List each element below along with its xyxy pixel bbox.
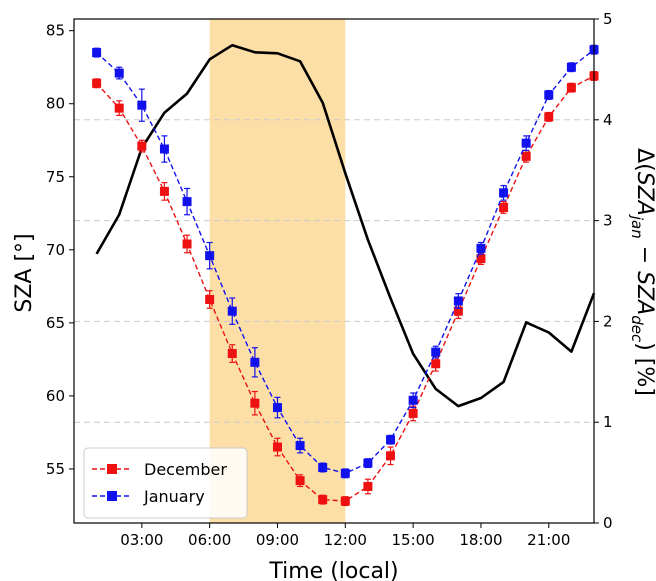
point-1-5	[205, 251, 215, 261]
grid-layer	[74, 119, 594, 423]
point-0-0	[92, 78, 102, 88]
legend: December January	[83, 447, 248, 519]
y-left-tick-label-5: 80	[46, 95, 65, 113]
point-1-16	[453, 296, 463, 306]
x-tick-label-5: 18:00	[459, 531, 502, 549]
point-1-1	[114, 68, 124, 78]
point-0-5	[205, 294, 215, 304]
x-tick-label-0: 03:00	[120, 531, 163, 549]
point-1-2	[137, 100, 147, 110]
y-left-tick-label-3: 70	[46, 241, 65, 259]
point-1-8	[272, 403, 282, 413]
point-0-14	[408, 408, 418, 418]
x-tick-label-1: 06:00	[188, 531, 231, 549]
point-0-6	[227, 349, 237, 359]
x-tick-label-6: 21:00	[527, 531, 570, 549]
point-0-19	[521, 151, 531, 161]
point-0-10	[318, 495, 328, 505]
point-1-21	[566, 62, 576, 72]
legend-box	[83, 447, 248, 519]
x-tick-label-2: 09:00	[256, 531, 299, 549]
point-0-11	[340, 496, 350, 506]
point-1-11	[340, 468, 350, 478]
point-1-9	[295, 441, 305, 451]
point-0-17	[476, 254, 486, 264]
x-tick-label-3: 12:00	[324, 531, 367, 549]
point-0-15	[431, 359, 441, 369]
point-0-18	[499, 202, 509, 212]
point-0-12	[363, 481, 373, 491]
point-1-19	[521, 138, 531, 148]
point-1-12	[363, 458, 373, 468]
difference-line-layer	[95, 43, 596, 408]
point-1-0	[92, 48, 102, 58]
y-right-sza2: SZA	[632, 271, 656, 315]
y-axis-left-title: SZA [°]	[12, 233, 37, 312]
point-1-18	[499, 188, 509, 198]
y-right-tick-label-3: 3	[603, 212, 613, 230]
y-right-tick-label-0: 0	[603, 514, 613, 532]
y-right-tick-label-4: 4	[603, 111, 613, 129]
point-1-13	[386, 435, 396, 445]
y-left-tick-label-0: 55	[46, 460, 65, 478]
difference-line	[95, 43, 596, 408]
point-1-20	[544, 90, 554, 100]
point-0-21	[566, 83, 576, 93]
y-right-delta: Δ(	[632, 148, 656, 172]
y-right-sub1: jan	[628, 214, 646, 239]
y-left-tick-label-6: 85	[46, 22, 65, 40]
y-right-minus: −	[632, 239, 656, 271]
point-0-7	[250, 398, 260, 408]
point-1-17	[476, 243, 486, 253]
point-0-8	[272, 442, 282, 452]
point-0-4	[182, 239, 192, 249]
point-0-13	[386, 451, 396, 461]
y-right-sub2: dec	[628, 315, 646, 343]
point-1-15	[431, 347, 441, 357]
point-1-10	[318, 462, 328, 472]
point-1-3	[159, 144, 169, 154]
axes-layer: 03:00 06:00 09:00 12:00 15:00 18:00 21:00 55 60 6…	[46, 10, 613, 549]
y-right-tick-label-2: 2	[603, 312, 613, 330]
point-1-4	[182, 197, 192, 207]
y-right-tick-label-1: 1	[603, 413, 613, 431]
x-tick-label-4: 15:00	[392, 531, 435, 549]
point-1-7	[250, 357, 260, 367]
point-1-14	[408, 395, 418, 405]
y-right-tick-label-5: 5	[603, 10, 613, 28]
series-layer	[92, 44, 599, 507]
point-0-9	[295, 476, 305, 486]
legend-label-january: January	[143, 487, 205, 506]
point-1-6	[227, 306, 237, 316]
plot-frame	[73, 18, 595, 524]
point-0-3	[159, 186, 169, 196]
y-right-tail: ) [%]	[632, 342, 656, 396]
point-0-16	[453, 306, 463, 316]
legend-label-december: December	[144, 460, 227, 479]
legend-marker-december	[107, 464, 117, 474]
y-right-sza1: SZA	[632, 172, 656, 216]
y-left-tick-label-4: 75	[46, 168, 65, 186]
y-left-tick-label-1: 60	[46, 387, 65, 405]
point-0-20	[544, 112, 554, 122]
legend-marker-january	[107, 491, 117, 501]
y-left-tick-label-2: 65	[46, 314, 65, 332]
x-axis-title: Time (local)	[268, 559, 398, 581]
point-0-1	[114, 103, 124, 113]
point-0-2	[137, 141, 147, 151]
y-axis-right-title: Δ(SZAjan − SZAdec) [%]	[628, 148, 656, 396]
